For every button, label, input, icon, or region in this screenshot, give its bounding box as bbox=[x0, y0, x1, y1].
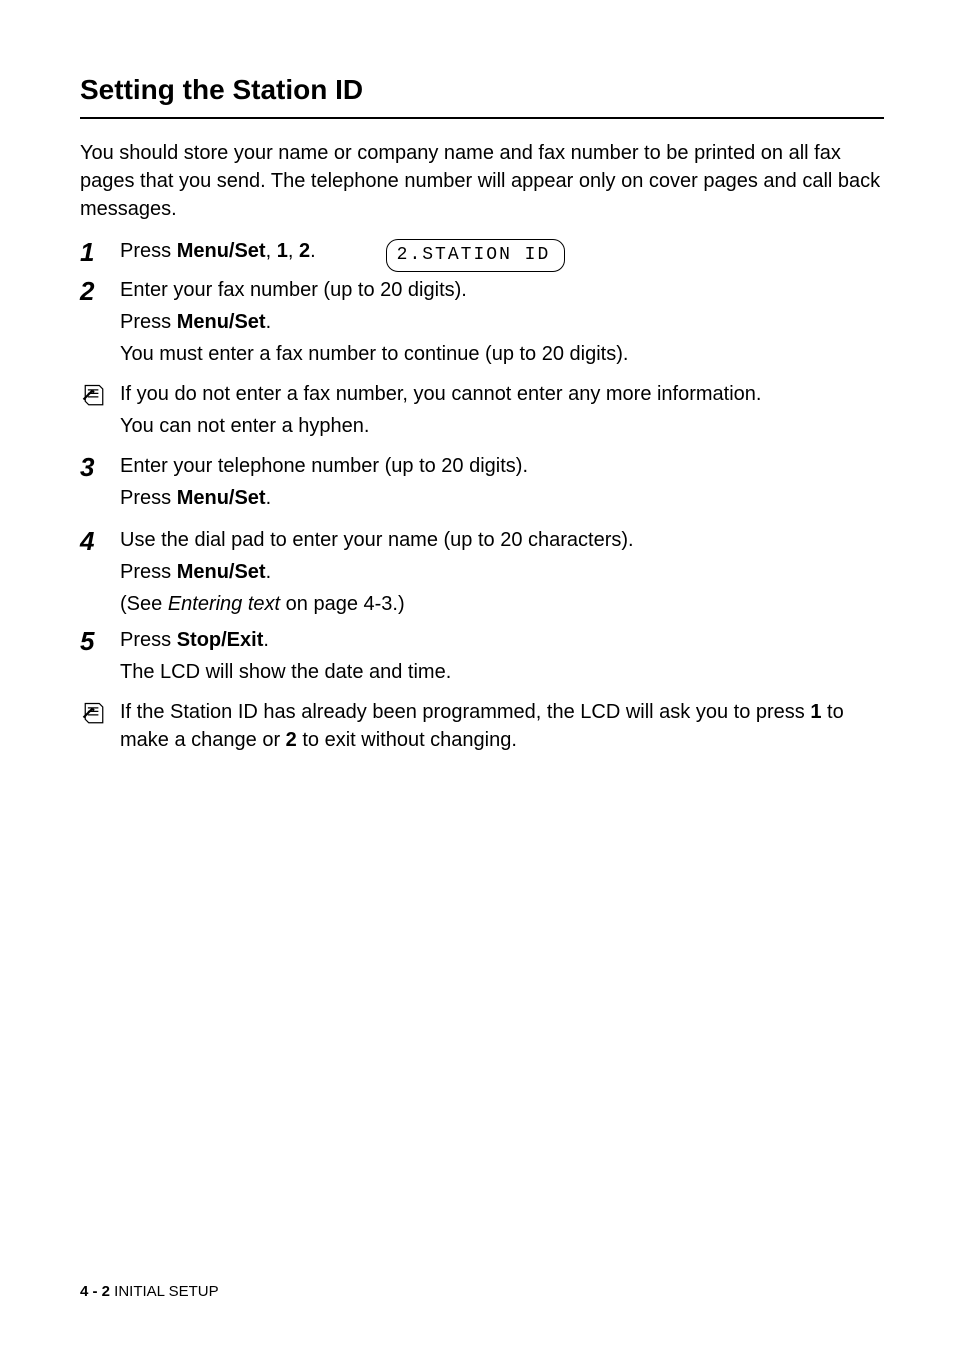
step-number: 1 bbox=[80, 237, 120, 268]
page-number: 4 - 2 bbox=[80, 1283, 110, 1300]
menu-set-label: Menu/Set bbox=[177, 561, 266, 583]
key-1: 1 bbox=[277, 240, 288, 262]
step-2: 2 Enter your fax number (up to 20 digits… bbox=[80, 276, 884, 372]
step-number: 3 bbox=[80, 452, 120, 483]
text: . bbox=[266, 561, 272, 583]
key-2: 2 bbox=[299, 240, 310, 262]
text: Press bbox=[120, 561, 177, 583]
text: . bbox=[263, 629, 269, 651]
text: Press bbox=[120, 311, 177, 333]
text: Press bbox=[120, 487, 177, 509]
step-4-line1: Use the dial pad to enter your name (up … bbox=[120, 526, 884, 554]
menu-set-label: Menu/Set bbox=[177, 311, 266, 333]
step-5-line2: The LCD will show the date and time. bbox=[120, 658, 884, 686]
step-3-line1: Enter your telephone number (up to 20 di… bbox=[120, 452, 884, 480]
section-name: INITIAL SETUP bbox=[110, 1283, 219, 1300]
section-heading: Setting the Station ID bbox=[80, 70, 884, 119]
step-4-line3: (See Entering text on page 4-3.) bbox=[120, 590, 884, 618]
note-1: If you do not enter a fax number, you ca… bbox=[80, 380, 884, 444]
step-2-line1: Enter your fax number (up to 20 digits). bbox=[120, 276, 884, 304]
note-2: If the Station ID has already been progr… bbox=[80, 698, 884, 754]
note-icon bbox=[80, 698, 120, 736]
step-1-text: Press Menu/Set, 1, 2. bbox=[120, 237, 316, 265]
step-2-line3: You must enter a fax number to continue … bbox=[120, 340, 884, 368]
step-3-line2: Press Menu/Set. bbox=[120, 484, 884, 512]
text: (See bbox=[120, 593, 168, 615]
note-1-line2: You can not enter a hyphen. bbox=[120, 412, 884, 440]
text: If the Station ID has already been progr… bbox=[120, 701, 810, 723]
step-2-line2: Press Menu/Set. bbox=[120, 308, 884, 336]
page-footer: 4 - 2 INITIAL SETUP bbox=[80, 1281, 219, 1302]
step-4-line2: Press Menu/Set. bbox=[120, 558, 884, 586]
menu-set-label: Menu/Set bbox=[177, 240, 266, 262]
stop-exit-label: Stop/Exit bbox=[177, 629, 264, 651]
text: to exit without changing. bbox=[297, 729, 517, 751]
step-5: 5 Press Stop/Exit. The LCD will show the… bbox=[80, 626, 884, 690]
note-1-line1: If you do not enter a fax number, you ca… bbox=[120, 380, 884, 408]
intro-paragraph: You should store your name or company na… bbox=[80, 139, 884, 223]
step-1: 1 Press Menu/Set, 1, 2. 2.STATION ID bbox=[80, 237, 884, 272]
menu-set-label: Menu/Set bbox=[177, 487, 266, 509]
xref: Entering text bbox=[168, 593, 280, 615]
text: on page 4-3.) bbox=[280, 593, 405, 615]
step-4: 4 Use the dial pad to enter your name (u… bbox=[80, 526, 884, 622]
step-5-line1: Press Stop/Exit. bbox=[120, 626, 884, 654]
text: , bbox=[288, 240, 299, 262]
text: Press bbox=[120, 240, 177, 262]
note-icon bbox=[80, 380, 120, 418]
step-number: 2 bbox=[80, 276, 120, 307]
key-1: 1 bbox=[810, 701, 821, 723]
step-number: 5 bbox=[80, 626, 120, 657]
step-3: 3 Enter your telephone number (up to 20 … bbox=[80, 452, 884, 516]
note-2-text: If the Station ID has already been progr… bbox=[120, 698, 884, 754]
step-number: 4 bbox=[80, 526, 120, 557]
text: , bbox=[266, 240, 277, 262]
key-2: 2 bbox=[286, 729, 297, 751]
lcd-display: 2.STATION ID bbox=[386, 239, 566, 272]
text: Press bbox=[120, 629, 177, 651]
text: . bbox=[266, 311, 272, 333]
text: . bbox=[266, 487, 272, 509]
text: . bbox=[310, 240, 316, 262]
